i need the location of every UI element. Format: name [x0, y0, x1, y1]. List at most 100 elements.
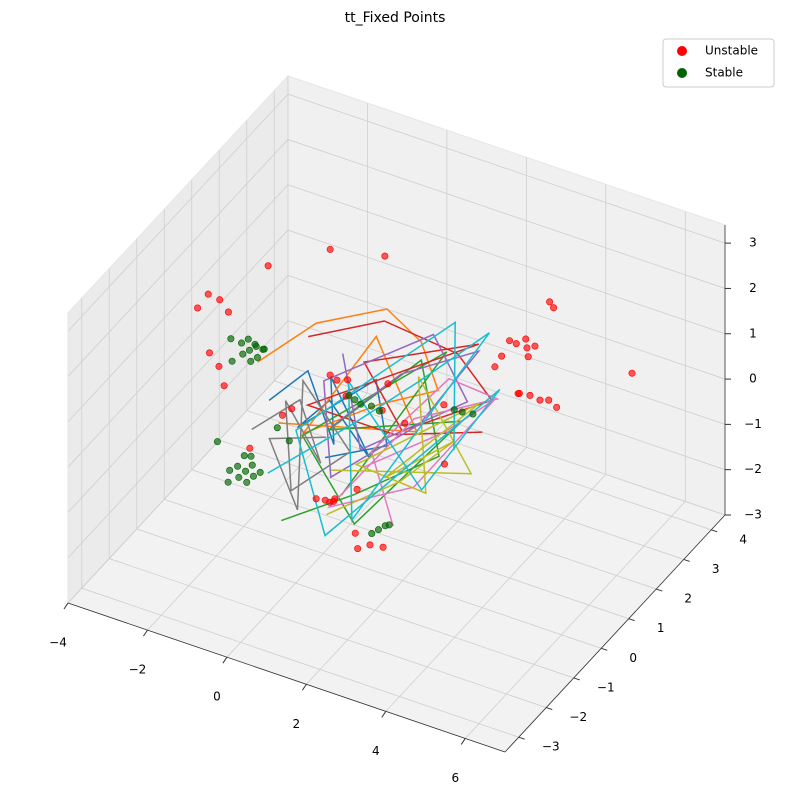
- grid-line: [147, 392, 368, 631]
- fixed-point: [247, 357, 255, 365]
- grid-line: [287, 274, 726, 425]
- fixed-point: [522, 335, 530, 343]
- fixed-point: [354, 545, 362, 553]
- fixed-point: [264, 262, 272, 270]
- y-tick-label: −2: [569, 710, 587, 724]
- z-tick-label: 2: [749, 281, 757, 295]
- y-tick: [628, 618, 635, 622]
- grid-line: [287, 139, 726, 289]
- grid-line: [67, 184, 289, 423]
- z-tick-label: 3: [749, 236, 757, 250]
- y-tick: [601, 647, 608, 651]
- fixed-point: [385, 521, 393, 529]
- fixed-point: [450, 406, 458, 414]
- fixed-point: [246, 444, 254, 452]
- fixed-point: [381, 252, 389, 260]
- z-tick-label: 1: [749, 326, 757, 340]
- axis-line: [67, 602, 506, 753]
- grid-line: [287, 184, 726, 335]
- trajectory: [251, 378, 352, 511]
- fixed-point: [331, 495, 339, 503]
- axis-line: [504, 514, 726, 753]
- fixed-point: [506, 337, 514, 345]
- fixed-point: [253, 354, 261, 362]
- fixed-point: [531, 342, 539, 350]
- y-tick-label: 2: [684, 592, 692, 606]
- grid-line: [67, 365, 289, 604]
- x-tick: [143, 629, 148, 637]
- fixed-point: [259, 345, 267, 353]
- fixed-point: [440, 401, 448, 409]
- y-tick-label: 4: [739, 532, 747, 546]
- fixed-point: [384, 380, 392, 388]
- fixed-point: [523, 344, 531, 352]
- legend-label: Unstable: [705, 44, 758, 58]
- fixed-point: [238, 339, 246, 347]
- fixed-point: [242, 467, 250, 475]
- fixed-point: [469, 410, 477, 418]
- y-tick-label: 3: [712, 562, 720, 576]
- legend-box: [662, 38, 775, 88]
- fixed-point: [545, 396, 553, 404]
- y-tick: [546, 707, 553, 711]
- trajectory: [326, 376, 481, 516]
- fixed-point: [256, 468, 264, 476]
- fixed-point: [440, 460, 448, 468]
- grid-line: [274, 380, 712, 531]
- x-tick: [63, 602, 69, 610]
- fixed-point: [243, 478, 251, 486]
- x-tick-label: 0: [213, 690, 221, 704]
- grid-line: [164, 498, 602, 649]
- fixed-point: [228, 357, 236, 365]
- fixed-point: [247, 452, 255, 460]
- fixed-point: [204, 290, 212, 298]
- trajectory: [257, 308, 440, 436]
- fixed-point: [374, 526, 382, 534]
- fixed-point: [240, 452, 248, 460]
- x-tick: [460, 738, 466, 745]
- fixed-point: [285, 437, 293, 445]
- fixed-point: [326, 371, 334, 379]
- fixed-point: [498, 352, 506, 360]
- z-tick-label: −3: [744, 508, 762, 522]
- fixed-point: [353, 485, 361, 493]
- legend-marker: [677, 68, 687, 78]
- fixed-point: [205, 349, 213, 357]
- x-tick: [381, 711, 387, 718]
- grid-line: [385, 474, 607, 712]
- legend-marker: [677, 46, 687, 56]
- fixed-point: [526, 391, 534, 399]
- fixed-point: [224, 478, 232, 486]
- fixed-point: [351, 529, 359, 537]
- grid-line: [287, 229, 726, 380]
- grid-line: [287, 365, 726, 516]
- fixed-point: [375, 407, 383, 415]
- fixed-point: [220, 382, 228, 390]
- fixed-point: [524, 353, 532, 361]
- fixed-point: [514, 390, 522, 398]
- trajectory: [305, 320, 494, 436]
- grid-line: [246, 410, 684, 560]
- grid-line: [81, 587, 519, 738]
- y-tick: [573, 677, 580, 681]
- fixed-point: [512, 340, 520, 348]
- grid-line: [109, 558, 547, 708]
- z-tick-label: 0: [749, 372, 757, 386]
- fixed-point: [279, 411, 287, 419]
- fixed-point: [249, 472, 257, 480]
- fixed-point: [458, 408, 466, 416]
- fixed-point: [368, 530, 376, 538]
- grid-line: [287, 320, 726, 471]
- fixed-point: [227, 335, 235, 343]
- grid-line: [136, 528, 574, 679]
- fixed-point: [213, 438, 221, 446]
- fixed-point: [326, 498, 334, 506]
- fixed-point: [357, 400, 365, 408]
- fixed-point: [344, 376, 352, 384]
- y-tick: [518, 736, 525, 740]
- trajectory: [323, 333, 481, 479]
- y-tick-label: 0: [629, 651, 637, 665]
- fixed-point: [628, 369, 636, 377]
- x-tick-label: 2: [293, 717, 301, 731]
- fixed-point: [553, 403, 561, 411]
